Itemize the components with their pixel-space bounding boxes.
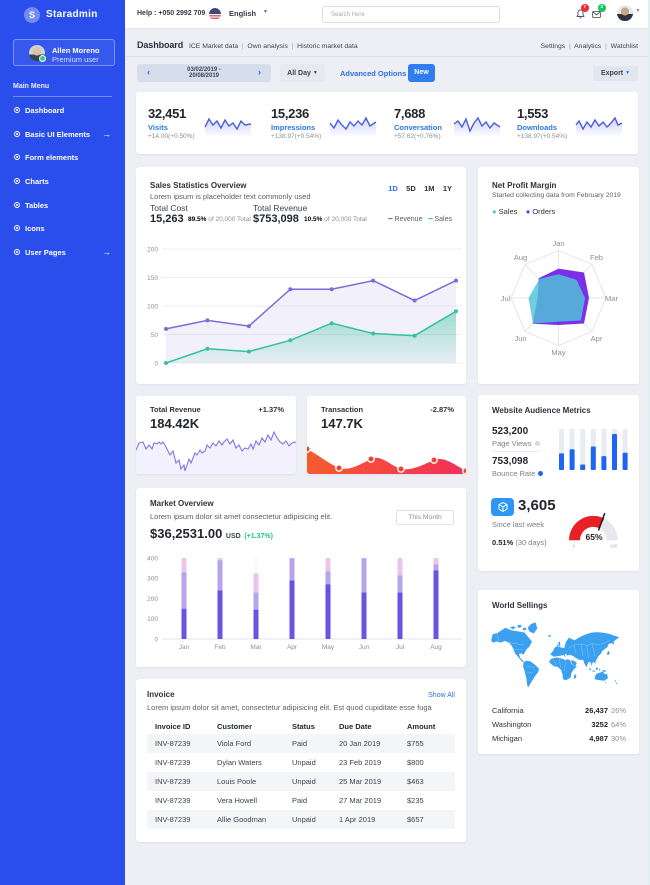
svg-text:Apr: Apr (287, 644, 298, 651)
svg-text:300: 300 (147, 576, 158, 583)
svg-text:100: 100 (147, 616, 158, 623)
svg-text:Apr: Apr (591, 334, 603, 343)
svg-text:Jan: Jan (179, 644, 190, 651)
svg-text:Aug: Aug (430, 644, 442, 651)
svg-text:Jul: Jul (396, 644, 405, 651)
svg-text:Feb: Feb (590, 253, 603, 262)
svg-text:Mar: Mar (250, 644, 262, 651)
svg-text:Aug: Aug (514, 253, 527, 262)
svg-text:0: 0 (154, 636, 158, 643)
svg-text:50: 50 (151, 332, 159, 339)
svg-text:0: 0 (154, 361, 158, 368)
svg-text:May: May (551, 348, 565, 357)
svg-text:Jun: Jun (359, 644, 370, 651)
svg-text:Mar: Mar (605, 294, 618, 303)
svg-text:200: 200 (147, 247, 158, 254)
svg-text:May: May (322, 644, 335, 651)
svg-text:100: 100 (147, 304, 158, 311)
svg-text:150: 150 (147, 275, 158, 282)
svg-text:200: 200 (147, 596, 158, 603)
svg-text:65%: 65% (585, 532, 602, 542)
svg-text:Jun: Jun (514, 334, 526, 343)
svg-text:100: 100 (610, 544, 618, 549)
svg-text:Jul: Jul (501, 294, 511, 303)
svg-text:Jan: Jan (552, 239, 564, 248)
svg-text:400: 400 (147, 556, 158, 563)
svg-text:0: 0 (572, 544, 575, 549)
svg-text:Feb: Feb (214, 644, 226, 651)
